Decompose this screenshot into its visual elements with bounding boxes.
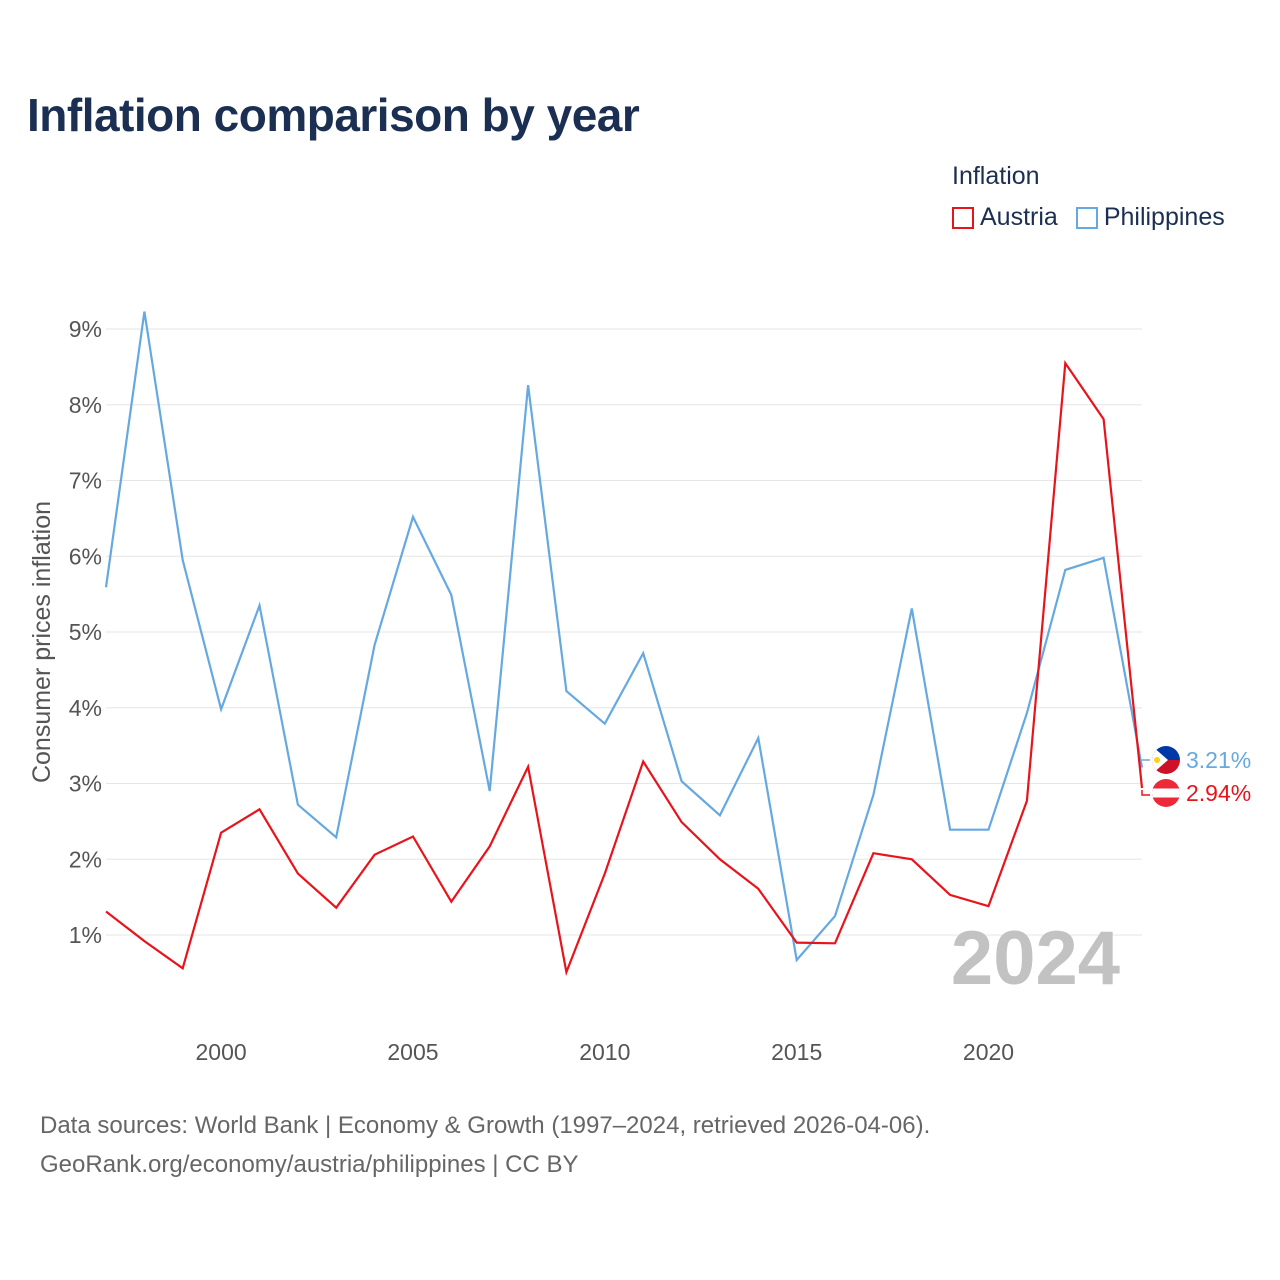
legend-label-austria: Austria xyxy=(980,203,1058,231)
series-line-austria xyxy=(105,359,1144,977)
data-sources: Data sources: World Bank | Economy & Gro… xyxy=(40,1106,930,1184)
year-watermark: 2024 xyxy=(951,916,1120,1001)
legend-swatch-philippines xyxy=(1075,206,1098,229)
series-lines xyxy=(104,311,1144,977)
y-tick-label-5: 5% xyxy=(69,619,102,645)
x-axis-ticks: 2000 2005 2010 2015 2020 xyxy=(196,1039,1015,1065)
x-tick-label-2010: 2010 xyxy=(579,1039,630,1065)
philippines-flag-icon xyxy=(1152,746,1180,774)
y-axis-ticks: 1% 2% 3% 4% 5% 6% 7% 8% 9% xyxy=(69,316,102,948)
line-chart: 1%2%3%4%5%6%7%8%9% 2000 2005 2010 2015 2020 … xyxy=(28,311,1251,1065)
y-tick-label-6: 6% xyxy=(69,543,102,569)
legend-item-austria[interactable]: Austria xyxy=(952,203,1058,232)
legend-title: Inflation xyxy=(952,162,1040,190)
y-tick-label-3: 3% xyxy=(69,771,102,797)
austria-connector xyxy=(1141,790,1150,796)
austria-flag-icon xyxy=(1152,779,1180,807)
y-axis-label: Consumer prices inflation xyxy=(28,501,56,783)
legend-label-philippines: Philippines xyxy=(1103,203,1225,231)
x-tick-label-2000: 2000 xyxy=(196,1039,247,1065)
x-tick-label-2005: 2005 xyxy=(387,1039,438,1065)
legend: Inflation Austria Philippines xyxy=(952,162,1225,232)
end-markers: 3.21% 2.94% xyxy=(1141,746,1251,807)
sources-line-1: Data sources: World Bank | Economy & Gro… xyxy=(40,1112,931,1139)
gridlines xyxy=(106,328,1142,936)
y-tick-label-1: 1% xyxy=(69,922,102,948)
legend-item-philippines[interactable]: Philippines xyxy=(1075,203,1225,232)
legend-swatch-austria xyxy=(952,206,974,229)
philippines-end-label: 3.21% xyxy=(1186,747,1251,773)
y-tick-label-2: 2% xyxy=(69,846,102,872)
y-tick-label-4: 4% xyxy=(69,695,102,721)
x-tick-label-2015: 2015 xyxy=(771,1039,822,1065)
y-tick-label-9: 9% xyxy=(69,316,102,342)
x-tick-label-2020: 2020 xyxy=(963,1039,1014,1065)
sources-line-2: GeoRank.org/economy/austria/philippines … xyxy=(40,1151,579,1178)
y-tick-label-8: 8% xyxy=(69,392,102,418)
chart-title: Inflation comparison by year xyxy=(27,89,640,141)
austria-end-label: 2.94% xyxy=(1186,780,1251,806)
y-tick-label-7: 7% xyxy=(69,468,102,494)
series-line-philippines xyxy=(104,311,1144,963)
